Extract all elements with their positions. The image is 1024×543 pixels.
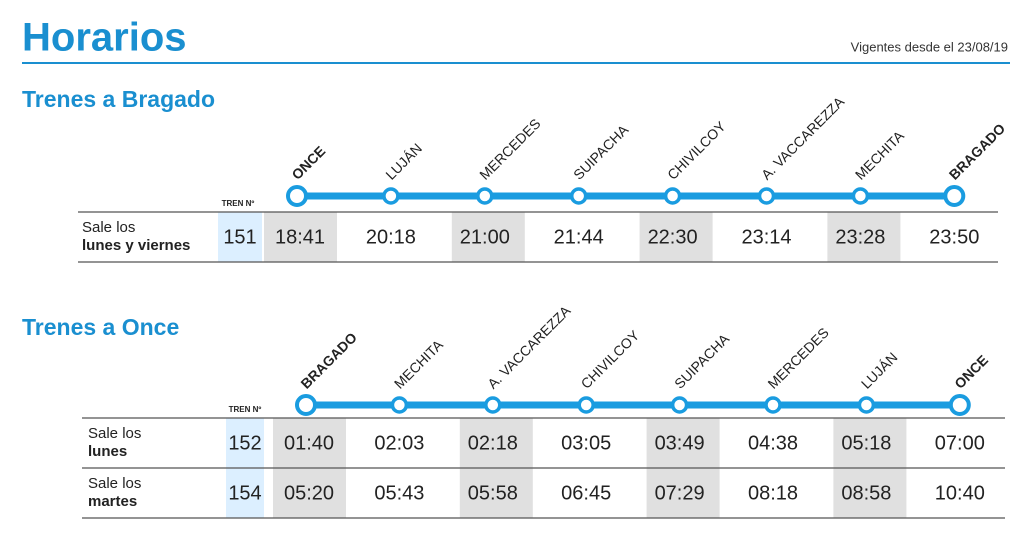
departure-time: 23:28	[835, 226, 885, 248]
station-name: LUJÁN	[858, 349, 901, 392]
departure-time: 08:18	[748, 482, 798, 504]
train-number: 154	[228, 482, 261, 504]
departure-time: 03:49	[655, 432, 705, 454]
station-name: ONCE	[951, 352, 991, 392]
departure-time: 03:05	[561, 432, 611, 454]
station-dot	[757, 187, 776, 205]
station-name: SUIPACHA	[671, 330, 733, 392]
departure-time: 06:45	[561, 482, 611, 504]
station-name: A. VACCAREZZA	[484, 302, 574, 392]
station-dot	[857, 396, 876, 414]
station-name: MECHITA	[852, 127, 908, 183]
departure-time: 22:30	[648, 226, 698, 248]
station-name: LUJÁN	[382, 140, 425, 183]
departure-time: 07:29	[655, 482, 705, 504]
section-title: Trenes a Bragado	[22, 86, 215, 112]
time-cell-shade	[639, 212, 713, 262]
row-label: Sale los	[82, 219, 135, 236]
station-dot	[286, 185, 308, 207]
train-number-label: TREN Nº	[222, 199, 255, 208]
station-name: MECHITA	[391, 336, 447, 392]
station-name: MERCEDES	[764, 324, 831, 391]
page-title: Horarios	[22, 16, 187, 60]
station-name: BRAGADO	[297, 329, 360, 392]
train-cell	[218, 212, 262, 262]
station-dot	[382, 187, 400, 205]
station-name: ONCE	[288, 143, 328, 183]
departure-time: 08:58	[841, 482, 891, 504]
station-name: BRAGADO	[946, 120, 1009, 183]
departure-time: 02:18	[468, 432, 518, 454]
departure-time: 23:14	[741, 226, 791, 248]
valid-date: Vigentes desde el 23/08/19	[851, 39, 1008, 54]
time-cell-shade	[273, 468, 346, 518]
station-name: SUIPACHA	[570, 121, 632, 183]
departure-time: 07:00	[935, 432, 985, 454]
row-days: lunes y viernes	[82, 237, 190, 254]
departure-time: 05:43	[374, 482, 424, 504]
departure-time: 20:18	[366, 226, 416, 248]
section-title: Trenes a Once	[22, 314, 179, 340]
station-dot	[948, 394, 971, 416]
departure-time: 05:20	[284, 482, 334, 504]
row-label: Sale los	[88, 475, 141, 492]
station-name: A. VACCAREZZA	[758, 93, 848, 183]
time-cell-shade	[273, 418, 346, 468]
station-name: CHIVILCOY	[664, 118, 729, 183]
station-dot	[670, 396, 689, 414]
row-days: lunes	[88, 443, 127, 460]
departure-time: 01:40	[284, 432, 334, 454]
station-name: MERCEDES	[476, 115, 543, 182]
time-cell-shade	[451, 212, 525, 262]
departure-time: 21:44	[554, 226, 604, 248]
time-cell-shade	[827, 212, 901, 262]
station-dot	[476, 187, 494, 205]
departure-time: 23:50	[929, 226, 979, 248]
train-cell	[226, 468, 264, 518]
station-dot	[295, 394, 317, 416]
station-dot	[851, 187, 870, 205]
departure-time: 05:18	[841, 432, 891, 454]
departure-time: 02:03	[374, 432, 424, 454]
station-dot	[764, 396, 782, 414]
departure-time: 10:40	[935, 482, 985, 504]
departure-time: 05:58	[468, 482, 518, 504]
station-dot	[943, 185, 966, 207]
train-cell	[226, 418, 264, 468]
train-number: 151	[223, 226, 256, 248]
train-number-label: TREN Nº	[229, 405, 262, 414]
station-dot	[577, 396, 595, 414]
time-cell-shade	[459, 468, 533, 518]
departure-time: 18:41	[275, 226, 325, 248]
departure-time: 04:38	[748, 432, 798, 454]
station-dot	[390, 396, 409, 414]
departure-time: 21:00	[460, 226, 510, 248]
train-number: 152	[228, 432, 261, 454]
time-cell-shade	[833, 468, 907, 518]
row-days: martes	[88, 493, 137, 510]
station-name: CHIVILCOY	[578, 327, 643, 392]
time-cell-shade	[646, 418, 720, 468]
row-label: Sale los	[88, 425, 141, 442]
station-dot	[663, 187, 682, 205]
time-cell-shade	[646, 468, 720, 518]
station-dot	[484, 396, 502, 414]
time-cell-shade	[459, 418, 533, 468]
time-cell-shade	[264, 212, 337, 262]
time-cell-shade	[833, 418, 907, 468]
station-dot	[569, 187, 588, 205]
